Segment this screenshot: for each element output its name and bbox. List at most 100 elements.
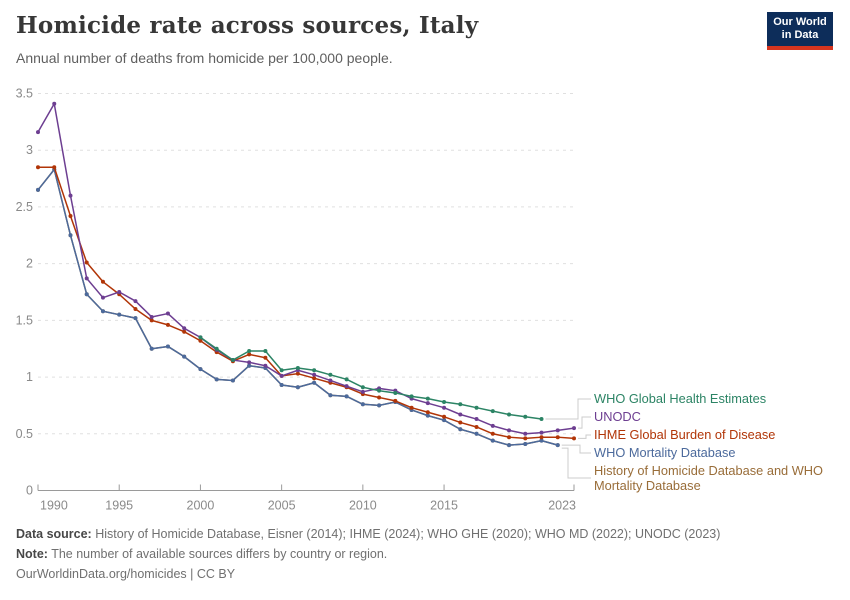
data-point[interactable] (165, 311, 170, 316)
data-point[interactable] (312, 380, 317, 385)
data-point[interactable] (344, 377, 349, 382)
data-point[interactable] (247, 360, 252, 365)
data-point[interactable] (117, 312, 122, 317)
data-point[interactable] (214, 377, 219, 382)
data-point[interactable] (555, 443, 560, 448)
data-point[interactable] (52, 165, 57, 170)
data-point[interactable] (263, 355, 268, 360)
data-point[interactable] (68, 193, 73, 198)
data-point[interactable] (312, 372, 317, 377)
data-point[interactable] (442, 414, 447, 419)
data-point[interactable] (312, 376, 317, 381)
data-point[interactable] (539, 438, 544, 443)
data-point[interactable] (507, 412, 512, 417)
series-line-who-global-health-estimates[interactable] (199, 336, 542, 420)
data-point[interactable] (377, 403, 382, 408)
data-point[interactable] (328, 372, 333, 377)
data-point[interactable] (295, 371, 300, 376)
series-line-unodc[interactable] (37, 102, 575, 435)
data-point[interactable] (572, 426, 576, 431)
data-point[interactable] (393, 390, 398, 395)
data-point[interactable] (507, 428, 512, 433)
data-point[interactable] (36, 165, 40, 170)
data-point[interactable] (507, 435, 512, 440)
data-point[interactable] (230, 378, 235, 383)
data-point[interactable] (539, 430, 544, 435)
data-point[interactable] (149, 318, 154, 323)
legend-label-who-mortality-database[interactable]: WHO Mortality Database (594, 445, 736, 460)
data-point[interactable] (247, 363, 252, 368)
data-point[interactable] (360, 389, 365, 394)
data-point[interactable] (425, 413, 430, 418)
data-point[interactable] (555, 428, 560, 433)
data-point[interactable] (425, 401, 430, 406)
data-point[interactable] (458, 412, 463, 417)
data-point[interactable] (507, 443, 512, 448)
data-point[interactable] (409, 394, 414, 399)
series-line-ihme-global-burden-of-disease[interactable] (38, 166, 575, 440)
data-point[interactable] (458, 402, 463, 407)
data-point[interactable] (442, 418, 447, 423)
data-point[interactable] (490, 409, 495, 414)
data-point[interactable] (555, 435, 560, 440)
data-point[interactable] (344, 394, 349, 399)
data-point[interactable] (149, 314, 154, 319)
owid-logo[interactable]: Our World in Data (767, 12, 833, 50)
data-point[interactable] (84, 292, 89, 297)
data-point[interactable] (36, 187, 40, 192)
data-point[interactable] (474, 424, 479, 429)
data-point[interactable] (263, 363, 268, 368)
data-point[interactable] (165, 322, 170, 327)
data-point[interactable] (360, 385, 365, 390)
data-point[interactable] (84, 276, 89, 281)
data-point[interactable] (133, 299, 138, 304)
data-point[interactable] (263, 348, 268, 353)
data-point[interactable] (474, 417, 479, 422)
data-point[interactable] (133, 316, 138, 321)
data-point[interactable] (247, 348, 252, 353)
legend-label-unodc[interactable]: UNODC (594, 409, 641, 424)
data-point[interactable] (523, 414, 528, 419)
series-line-history-of-homicide-database-and-who-mortality-database[interactable] (37, 168, 558, 446)
data-point[interactable] (182, 354, 187, 359)
data-point[interactable] (490, 431, 495, 436)
data-point[interactable] (458, 420, 463, 425)
data-point[interactable] (36, 130, 40, 135)
data-point[interactable] (425, 410, 430, 415)
data-point[interactable] (539, 417, 544, 422)
data-point[interactable] (52, 101, 57, 106)
data-point[interactable] (182, 326, 187, 331)
data-point[interactable] (377, 388, 382, 393)
data-point[interactable] (295, 365, 300, 370)
legend-label-ihme-global-burden-of-disease[interactable]: IHME Global Burden of Disease (594, 427, 775, 442)
data-point[interactable] (377, 395, 382, 400)
data-point[interactable] (409, 405, 414, 410)
data-point[interactable] (214, 346, 219, 351)
data-point[interactable] (68, 233, 73, 238)
data-point[interactable] (198, 335, 203, 340)
data-point[interactable] (100, 309, 105, 314)
data-point[interactable] (295, 385, 300, 390)
data-point[interactable] (474, 405, 479, 410)
citation-line[interactable]: OurWorldinData.org/homicides | CC BY (16, 567, 236, 581)
data-point[interactable] (523, 441, 528, 446)
data-point[interactable] (442, 405, 447, 410)
data-point[interactable] (165, 344, 170, 349)
data-point[interactable] (458, 427, 463, 432)
data-point[interactable] (442, 400, 447, 405)
data-point[interactable] (68, 214, 73, 219)
data-point[interactable] (425, 396, 430, 401)
data-point[interactable] (100, 279, 105, 284)
data-point[interactable] (490, 423, 495, 428)
legend-label-who-global-health-estimates[interactable]: WHO Global Health Estimates (594, 391, 766, 406)
data-point[interactable] (539, 435, 544, 440)
data-point[interactable] (572, 436, 576, 441)
data-point[interactable] (84, 260, 89, 265)
data-point[interactable] (149, 346, 154, 351)
data-point[interactable] (117, 290, 122, 294)
data-point[interactable] (279, 373, 284, 378)
data-point[interactable] (393, 398, 398, 403)
data-point[interactable] (328, 378, 333, 383)
data-point[interactable] (230, 358, 235, 363)
data-point[interactable] (100, 295, 105, 300)
